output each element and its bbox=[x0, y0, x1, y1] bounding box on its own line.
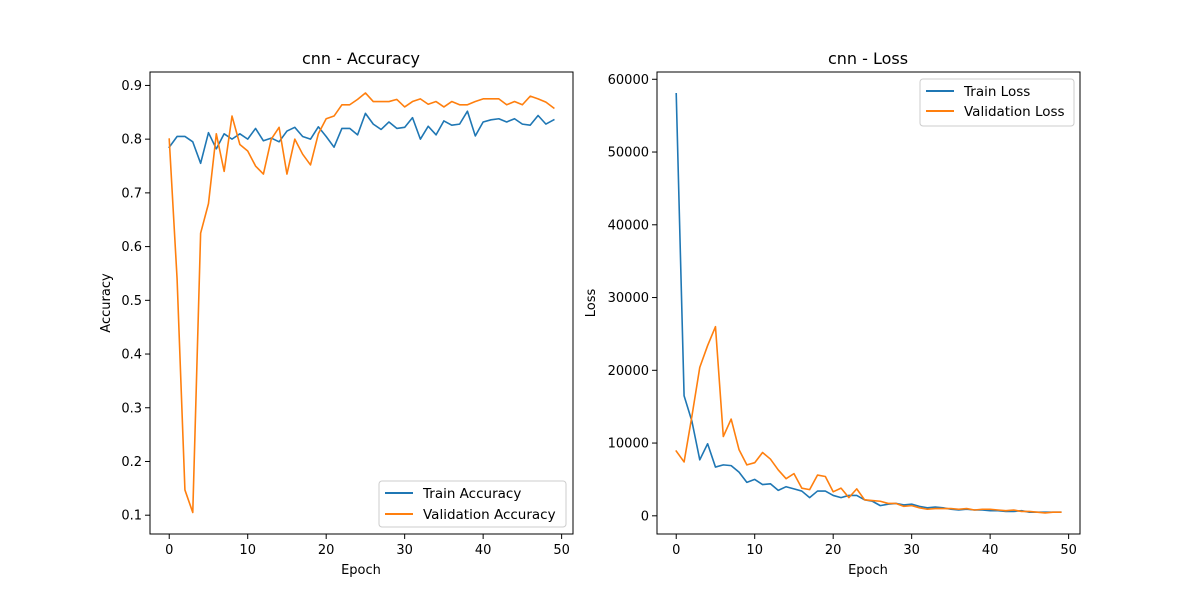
legend-label-validation-accuracy: Validation Accuracy bbox=[423, 507, 556, 523]
accuracy-x-tick-label: 30 bbox=[396, 543, 413, 558]
accuracy-y-tick-label: 0.3 bbox=[121, 401, 142, 416]
loss-y-axis-label: Loss bbox=[584, 289, 599, 318]
loss-y-tick-label: 0 bbox=[641, 509, 649, 524]
accuracy-legend: Train Accuracy Validation Accuracy bbox=[378, 480, 567, 528]
accuracy-x-tick-label: 50 bbox=[553, 543, 570, 558]
loss-y-tick-label: 50000 bbox=[608, 146, 649, 161]
series-line-train-accuracy bbox=[168, 110, 555, 165]
accuracy-panel: cnn - Accuracy Epoch Accuracy 0 10 20 30 40 5… bbox=[99, 49, 574, 578]
accuracy-y-tick-label: 0.5 bbox=[121, 294, 142, 309]
loss-x-tick-label: 40 bbox=[982, 543, 999, 558]
loss-y-tick-label: 20000 bbox=[608, 364, 649, 379]
accuracy-y-tick-label: 0.9 bbox=[121, 79, 142, 94]
accuracy-title: cnn - Accuracy bbox=[302, 49, 420, 68]
accuracy-y-tick-label: 0.8 bbox=[121, 133, 142, 148]
loss-y-tick-label: 10000 bbox=[608, 437, 649, 452]
accuracy-x-tick-label: 0 bbox=[165, 543, 173, 558]
series-line-validation-accuracy bbox=[168, 92, 555, 514]
loss-x-tick-label: 10 bbox=[746, 543, 763, 558]
loss-title: cnn - Loss bbox=[828, 49, 908, 68]
legend-label-validation-loss: Validation Loss bbox=[964, 104, 1065, 120]
loss-legend-box bbox=[919, 78, 1075, 127]
accuracy-y-tick-label: 0.1 bbox=[121, 509, 142, 524]
accuracy-series bbox=[168, 92, 555, 514]
accuracy-x-tick-label: 40 bbox=[475, 543, 492, 558]
series-line-validation-loss bbox=[675, 325, 1062, 514]
loss-panel: cnn - Loss Epoch Loss 0 10 20 30 40 50 0 10000 2… bbox=[584, 49, 1081, 578]
loss-ticks: 0 10 20 30 40 50 0 10000 20000 30000 40000 50000 600… bbox=[608, 73, 1077, 558]
accuracy-x-tick-label: 20 bbox=[318, 543, 335, 558]
loss-y-tick-label: 40000 bbox=[608, 218, 649, 233]
accuracy-plot-frame bbox=[149, 71, 574, 535]
loss-series bbox=[675, 93, 1062, 514]
legend-label-train-accuracy: Train Accuracy bbox=[422, 486, 521, 502]
accuracy-y-tick-label: 0.2 bbox=[121, 455, 142, 470]
accuracy-x-axis-label: Epoch bbox=[341, 563, 381, 578]
accuracy-y-axis-label: Accuracy bbox=[99, 273, 114, 333]
accuracy-y-tick-label: 0.6 bbox=[121, 240, 142, 255]
legend-label-train-loss: Train Loss bbox=[963, 84, 1030, 100]
accuracy-ticks: 0 10 20 30 40 50 0.1 0.2 0.3 0.4 0.5 0.6 0.7 0.8 0.9 bbox=[121, 79, 570, 558]
accuracy-y-tick-label: 0.7 bbox=[121, 186, 142, 201]
loss-x-axis-label: Epoch bbox=[848, 563, 888, 578]
loss-x-tick-label: 30 bbox=[903, 543, 920, 558]
loss-legend: Train Loss Validation Loss bbox=[919, 78, 1075, 127]
accuracy-legend-box bbox=[378, 480, 567, 528]
loss-x-tick-label: 50 bbox=[1060, 543, 1077, 558]
loss-y-tick-label: 30000 bbox=[608, 291, 649, 306]
loss-x-tick-label: 0 bbox=[672, 543, 680, 558]
loss-plot-frame bbox=[656, 71, 1081, 535]
loss-y-tick-label: 60000 bbox=[608, 73, 649, 88]
accuracy-y-tick-label: 0.4 bbox=[121, 348, 142, 363]
accuracy-x-tick-label: 10 bbox=[239, 543, 256, 558]
loss-x-tick-label: 20 bbox=[825, 543, 842, 558]
